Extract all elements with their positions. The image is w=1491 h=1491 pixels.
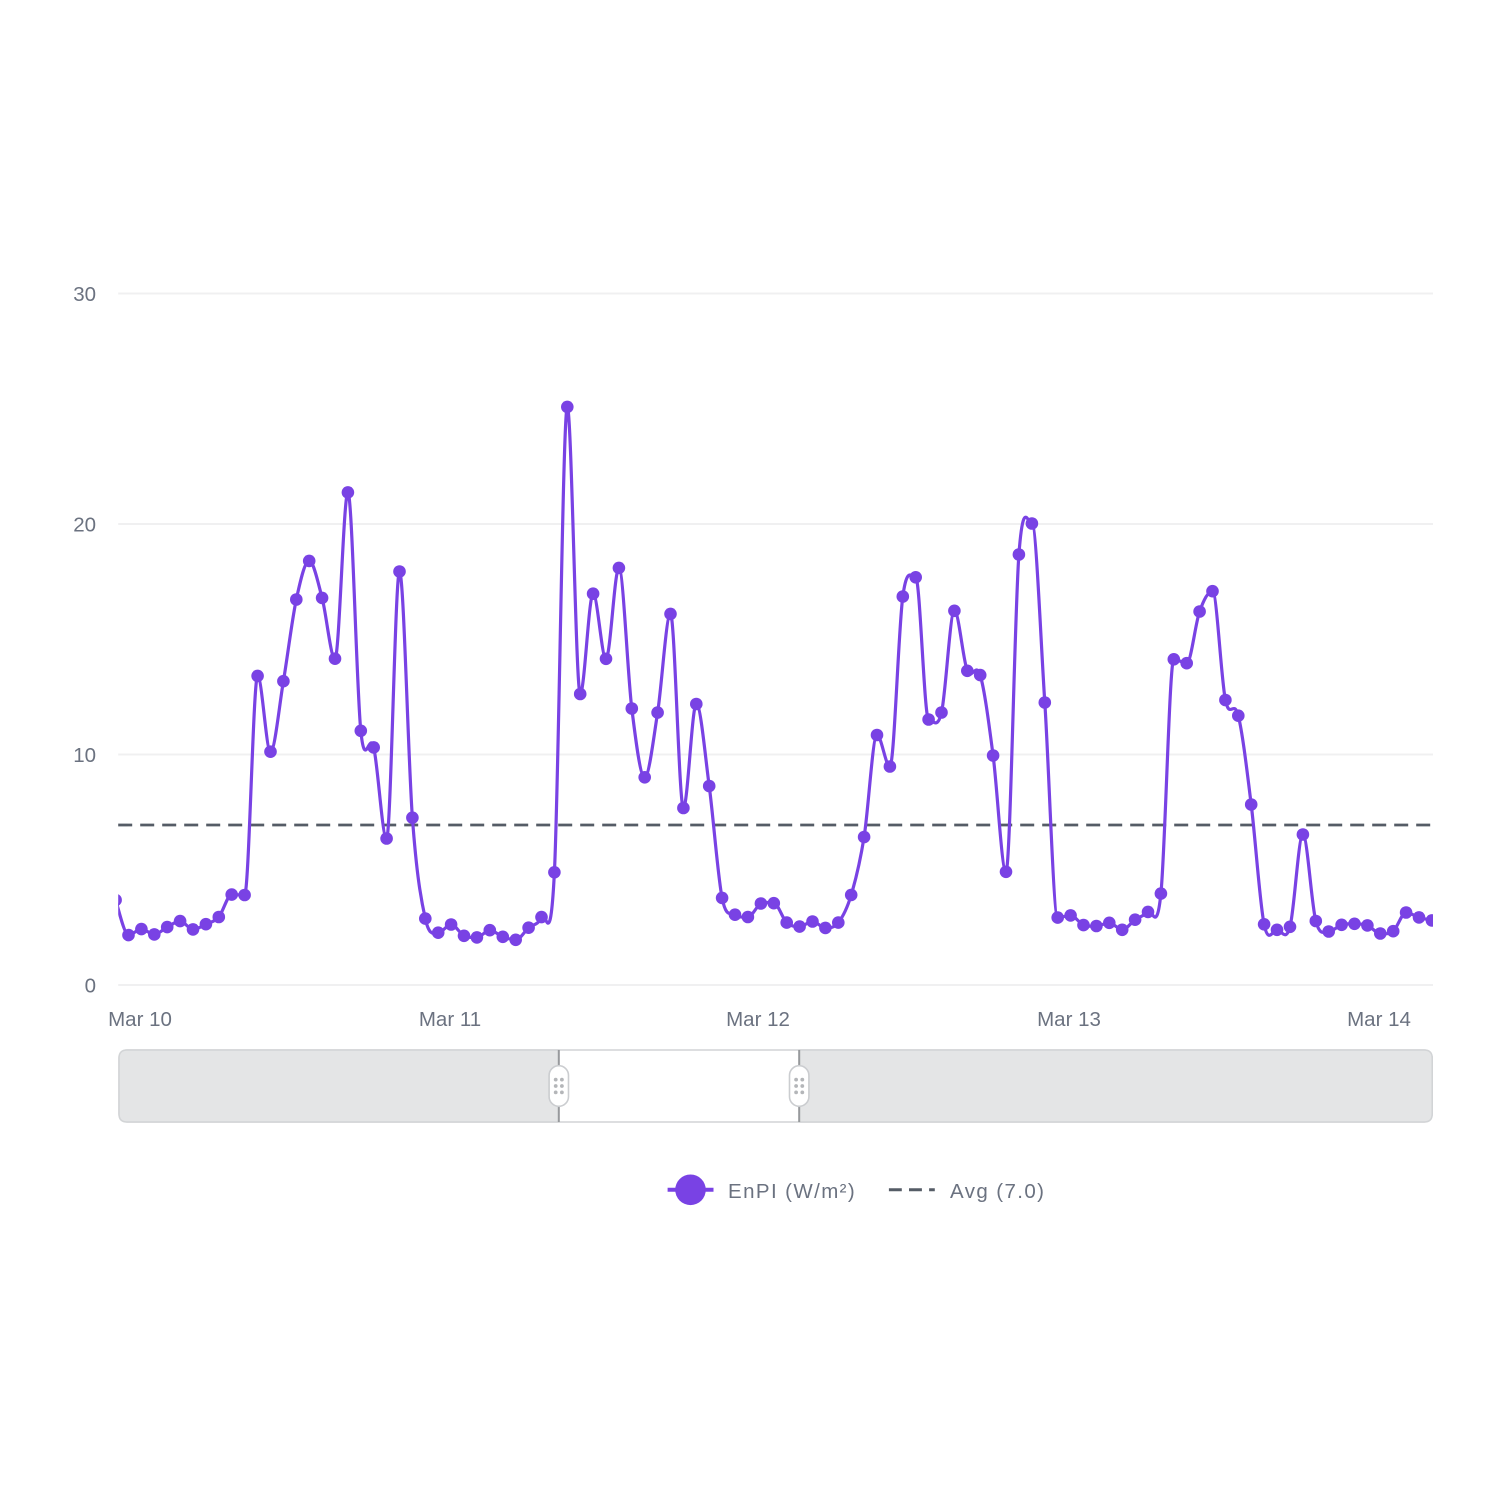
- svg-text:Avg (7.0): Avg (7.0): [950, 1180, 1045, 1203]
- svg-text:10: 10: [73, 744, 96, 767]
- svg-text:Mar 12: Mar 12: [726, 1008, 790, 1031]
- svg-text:Mar 14: Mar 14: [1347, 1008, 1411, 1031]
- svg-text:Mar 10: Mar 10: [108, 1008, 172, 1031]
- svg-text:Mar 13: Mar 13: [1037, 1008, 1101, 1031]
- svg-text:EnPI (W/m²): EnPI (W/m²): [728, 1180, 856, 1203]
- svg-text:0: 0: [85, 975, 96, 998]
- svg-text:Mar 11: Mar 11: [419, 1008, 481, 1031]
- svg-text:20: 20: [73, 514, 96, 537]
- svg-text:30: 30: [73, 283, 96, 306]
